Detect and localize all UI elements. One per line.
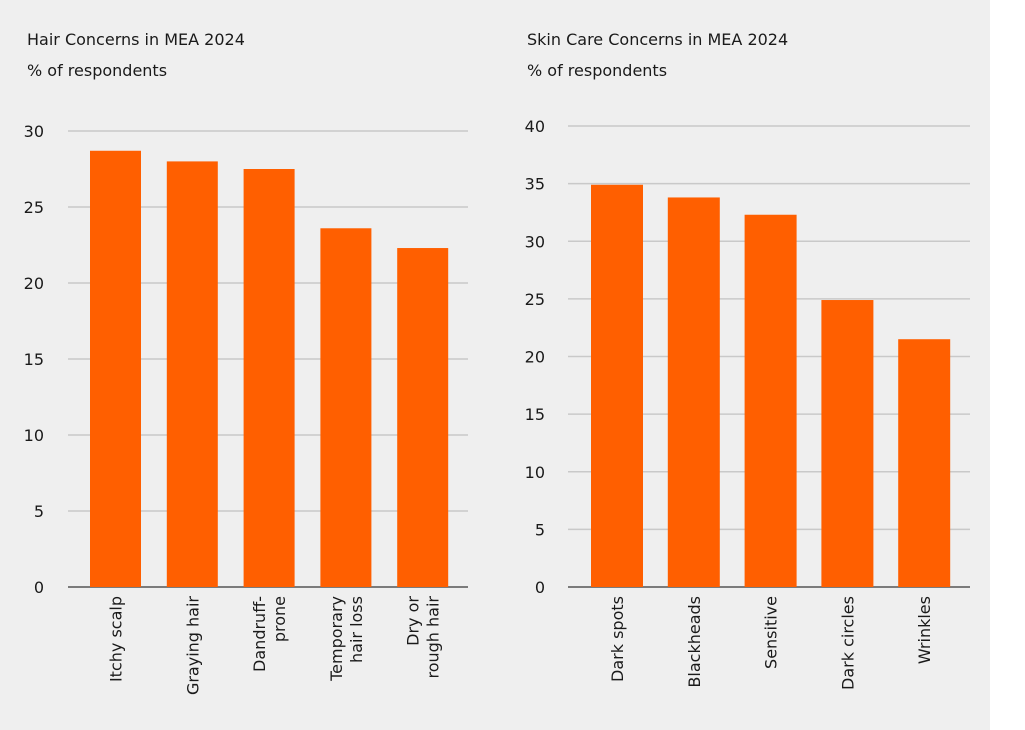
bar — [821, 300, 874, 587]
y-tick-label: 35 — [525, 175, 545, 194]
hair-concerns-chart: Hair Concerns in MEA 2024 % of responden… — [0, 0, 495, 730]
y-tick-label: 30 — [525, 232, 545, 251]
x-category-label-line: Dark spots — [608, 596, 627, 682]
bar — [591, 184, 643, 587]
x-category-label-line: Itchy scalp — [107, 596, 126, 682]
x-category-label: Dry or rough hair — [404, 596, 443, 679]
x-category-label-line: rough hair — [424, 596, 443, 679]
x-category-label: Wrinkles — [915, 596, 934, 664]
bar — [744, 214, 797, 587]
x-category-label-line: Dandruff- — [250, 596, 269, 672]
y-tick-label: 10 — [525, 463, 545, 482]
y-tick-label: 10 — [24, 426, 44, 445]
x-category-label: Blackheads — [685, 596, 704, 688]
y-tick-label: 15 — [525, 405, 545, 424]
x-category-label: Temporary hair loss — [327, 596, 366, 682]
skin-care-concerns-chart: Skin Care Concerns in MEA 2024 % of resp… — [500, 0, 995, 730]
chart-subtitle: % of respondents — [527, 61, 668, 80]
x-category-label: Dark spots — [608, 596, 627, 682]
y-tick-label: 40 — [525, 117, 545, 136]
bar — [397, 248, 449, 588]
chart-subtitle: % of respondents — [27, 61, 168, 80]
x-category-label: Sensitive — [762, 596, 781, 669]
x-category-label-line: Blackheads — [685, 596, 704, 688]
x-category-label-line: Sensitive — [762, 596, 781, 669]
y-tick-label: 0 — [34, 578, 44, 597]
y-tick-label: 5 — [34, 502, 44, 521]
bar — [667, 197, 720, 587]
x-category-label-line: Graying hair — [183, 596, 202, 695]
y-tick-label: 30 — [24, 122, 44, 141]
bar — [320, 228, 372, 587]
chart-title: Skin Care Concerns in MEA 2024 — [527, 30, 789, 49]
y-tick-label: 0 — [535, 578, 545, 597]
y-tick-label: 20 — [24, 274, 44, 293]
x-category-label-line: Wrinkles — [915, 596, 934, 664]
x-category-label-line: Temporary — [327, 596, 346, 682]
y-tick-label: 5 — [535, 520, 545, 539]
bar — [166, 161, 218, 587]
x-category-label-line: hair loss — [347, 596, 366, 663]
y-tick-label: 25 — [24, 198, 44, 217]
x-category-label: Dandruff-prone — [250, 596, 289, 672]
hair-concerns-plot: 0 5 10 15 20 25 30 Itchy scalp Graying hair Dandr… — [24, 122, 468, 695]
x-category-label-line: prone — [270, 596, 289, 642]
y-tick-label: 25 — [525, 290, 545, 309]
skin-care-concerns-plot: 0 5 10 15 20 25 30 35 40 Dark spots Blackheads Sens… — [525, 117, 970, 690]
x-category-label-line: Dark circles — [838, 596, 857, 690]
x-category-label-line: Dry or — [404, 596, 423, 646]
bar — [898, 339, 951, 587]
x-category-label: Graying hair — [183, 596, 202, 695]
x-category-label: Itchy scalp — [107, 596, 126, 682]
x-category-label: Dark circles — [838, 596, 857, 690]
y-tick-label: 15 — [24, 350, 44, 369]
bar — [243, 169, 295, 587]
bar — [90, 150, 141, 587]
chart-title: Hair Concerns in MEA 2024 — [27, 30, 245, 49]
y-tick-label: 20 — [525, 348, 545, 367]
